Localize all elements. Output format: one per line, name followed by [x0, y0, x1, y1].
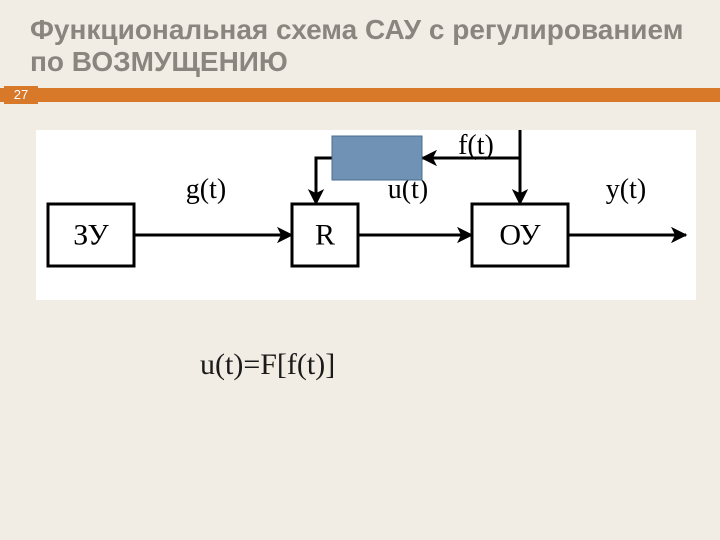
block-label-r: R: [315, 219, 335, 252]
accent-strip: [0, 88, 720, 102]
block-diagram: g(t)u(t)y(t)f(t)ЗУRОУ: [36, 130, 696, 300]
block-comp: [332, 136, 422, 180]
signal-label: f(t): [458, 130, 494, 161]
signal-label: y(t): [606, 174, 646, 205]
block-label-ou: ОУ: [499, 219, 541, 252]
page-number: 27: [14, 87, 28, 102]
title-area: Функциональная схема САУ с регулирование…: [30, 14, 700, 78]
formula-text: u(t)=F[f(t)]: [200, 348, 335, 382]
edge: [316, 158, 332, 204]
slide: Функциональная схема САУ с регулирование…: [0, 0, 720, 540]
signal-label: g(t): [186, 174, 226, 205]
block-label-zu: ЗУ: [73, 219, 109, 252]
page-number-badge: 27: [4, 86, 38, 104]
slide-title: Функциональная схема САУ с регулирование…: [30, 14, 700, 78]
